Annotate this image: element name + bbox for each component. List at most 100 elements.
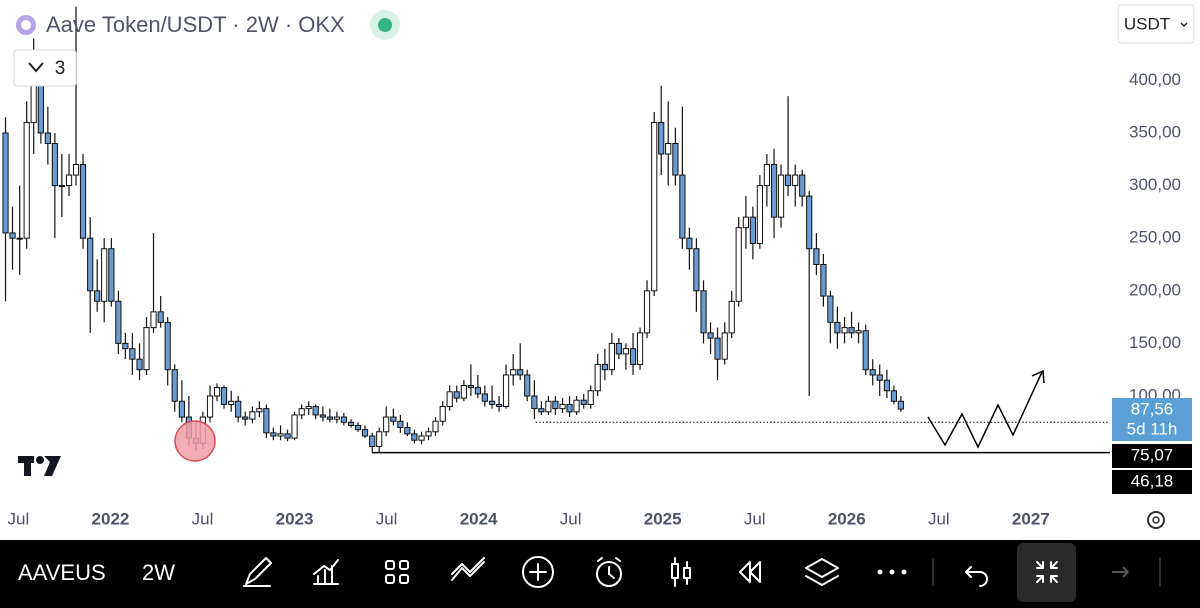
candle-body	[855, 330, 862, 334]
x-tick-label: 2026	[828, 509, 866, 528]
toolbar-interval[interactable]: 2W	[142, 560, 175, 585]
candle-body	[383, 416, 390, 433]
candle-body	[897, 400, 904, 410]
currency-button[interactable]	[1117, 4, 1195, 44]
candle-body	[150, 311, 157, 329]
candle-body	[242, 416, 249, 420]
y-tick-label: 350,00	[1129, 122, 1181, 141]
candle-body	[16, 237, 23, 240]
candle-body	[559, 403, 566, 410]
candle-body	[827, 295, 834, 323]
x-tick-label: Jul	[928, 509, 950, 528]
candle-body	[566, 403, 573, 413]
candle-body	[883, 379, 890, 392]
y-tick-label: 300,00	[1129, 175, 1181, 194]
y-tick-label: 400,00	[1129, 70, 1181, 89]
candle-body	[446, 391, 453, 408]
highlight-circle	[174, 420, 216, 462]
candle-body	[136, 358, 143, 371]
candle-body	[721, 332, 728, 360]
toolbar-icons	[243, 543, 1161, 602]
candle-body	[51, 143, 58, 187]
candle-body	[770, 164, 778, 218]
candle-body	[397, 420, 404, 429]
status-dot	[378, 18, 392, 32]
candle-body	[495, 403, 503, 408]
candle-body	[481, 393, 488, 402]
candle-body	[876, 374, 883, 381]
x-tick-label: Jul	[8, 509, 30, 528]
candle-body	[665, 143, 672, 155]
candle-body	[488, 400, 496, 405]
candle-body	[742, 216, 749, 229]
candle-body	[467, 384, 474, 389]
currency-chevron	[1180, 22, 1188, 28]
candle-body	[658, 121, 665, 155]
candle-body	[361, 429, 369, 437]
candle-body	[453, 391, 460, 399]
projection-arrowhead	[1031, 369, 1045, 384]
candle-body	[72, 164, 80, 176]
candle-body	[545, 400, 552, 413]
y-tick-label: 250,00	[1129, 228, 1181, 247]
x-tick-label: 2027	[1012, 509, 1050, 528]
candle-body	[432, 420, 439, 433]
x-tick-label: Jul	[192, 509, 214, 528]
candle-body	[651, 121, 658, 292]
candle-body	[2, 132, 9, 234]
currency-label: USDT	[1124, 14, 1170, 33]
candle-body	[841, 327, 848, 334]
settings-icon[interactable]	[1147, 511, 1165, 529]
candle-body	[206, 395, 214, 418]
candle-body	[369, 435, 376, 448]
toolbar-symbol[interactable]: AAVEUS	[18, 560, 106, 585]
tv-logo	[18, 456, 61, 476]
candle-body	[263, 408, 270, 434]
candle-body	[65, 174, 73, 187]
last-price-label: 87,56	[1131, 399, 1174, 418]
candle-body	[319, 414, 326, 418]
price-line-box	[1112, 444, 1192, 468]
price-line-label: 46,18	[1131, 471, 1174, 490]
candle-body	[115, 300, 122, 344]
candle-body	[813, 248, 820, 265]
candle-body	[672, 143, 679, 176]
candle-body	[333, 416, 340, 420]
candle-body	[686, 237, 693, 250]
candle-body	[517, 369, 524, 376]
candle-body	[277, 433, 284, 437]
candle-body	[693, 248, 700, 292]
candle-body	[799, 174, 806, 197]
candle-body	[615, 342, 622, 355]
toolbar	[0, 540, 1200, 608]
candle-body	[714, 337, 721, 360]
candle-body	[524, 374, 531, 397]
candle-body	[806, 195, 813, 250]
candle-body	[30, 79, 37, 123]
candle-body	[249, 411, 256, 420]
candle-body	[122, 342, 129, 350]
candle-body	[749, 216, 756, 244]
candle-body	[157, 311, 164, 323]
candle-body	[629, 348, 637, 365]
last-price-box	[1112, 398, 1192, 441]
candle-body	[502, 374, 510, 408]
y-tick-label: 200,00	[1129, 280, 1181, 299]
candle-body	[411, 433, 418, 441]
x-tick-label: 2023	[276, 509, 314, 528]
last-price-countdown: 5d 11h	[1127, 419, 1178, 438]
candle-body	[580, 399, 587, 405]
candle-body	[425, 431, 432, 437]
candle-body	[340, 416, 347, 423]
indicator-toggle[interactable]	[13, 49, 77, 87]
symbol-icon-inner	[21, 20, 31, 30]
candle-body	[552, 400, 559, 410]
candle-body	[890, 390, 897, 402]
candle-body	[270, 432, 277, 437]
candle-body	[439, 406, 446, 422]
projection-zigzag	[927, 371, 1043, 449]
candle-body	[460, 384, 467, 399]
candle-body	[608, 342, 615, 371]
candle-body	[37, 79, 44, 134]
